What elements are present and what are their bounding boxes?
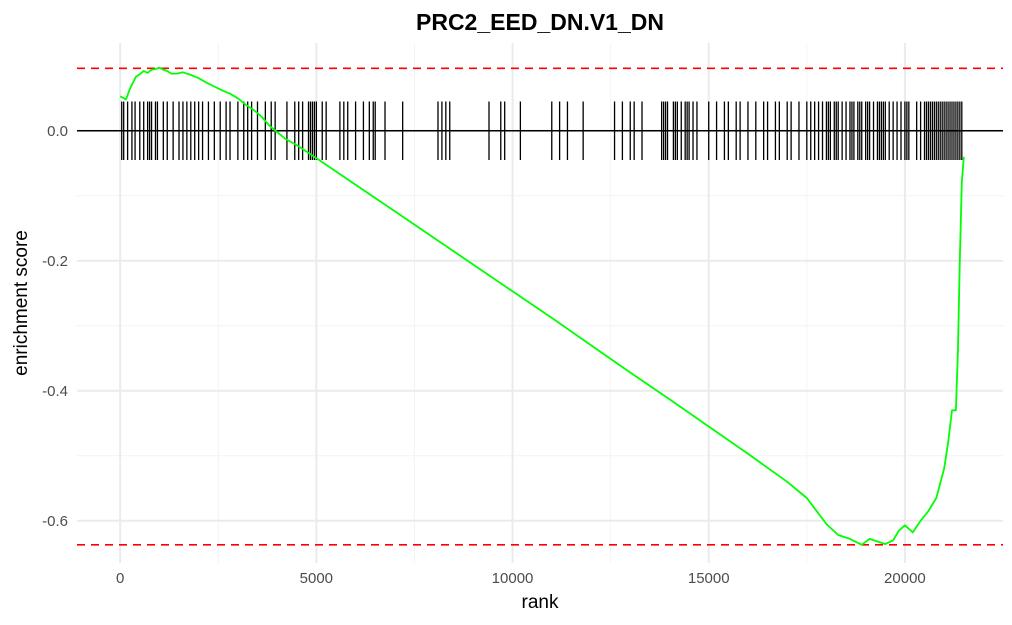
y-axis-ticks: 0.0 -0.2 -0.4 -0.6 xyxy=(42,123,68,530)
x-axis-ticks: 0 5000 10000 15000 20000 xyxy=(116,570,926,587)
y-tick-label: -0.2 xyxy=(42,253,68,270)
running-enrichment-curve xyxy=(119,66,965,546)
x-tick-label: 5000 xyxy=(300,570,333,587)
x-tick-label: 10000 xyxy=(492,570,534,587)
chart-title: PRC2_EED_DN.V1_DN xyxy=(416,9,664,35)
y-tick-label: -0.6 xyxy=(42,513,68,530)
x-tick-label: 20000 xyxy=(884,570,926,587)
threshold-lines xyxy=(77,67,1003,546)
grid xyxy=(77,43,1003,563)
y-tick-label: 0.0 xyxy=(47,123,68,140)
y-tick-label: -0.4 xyxy=(42,383,68,400)
x-tick-label: 0 xyxy=(116,570,124,587)
x-tick-label: 15000 xyxy=(688,570,730,587)
enrichment-score-line xyxy=(119,66,965,546)
y-axis-title: enrichment score xyxy=(11,230,32,376)
x-axis-title: rank xyxy=(522,592,559,613)
